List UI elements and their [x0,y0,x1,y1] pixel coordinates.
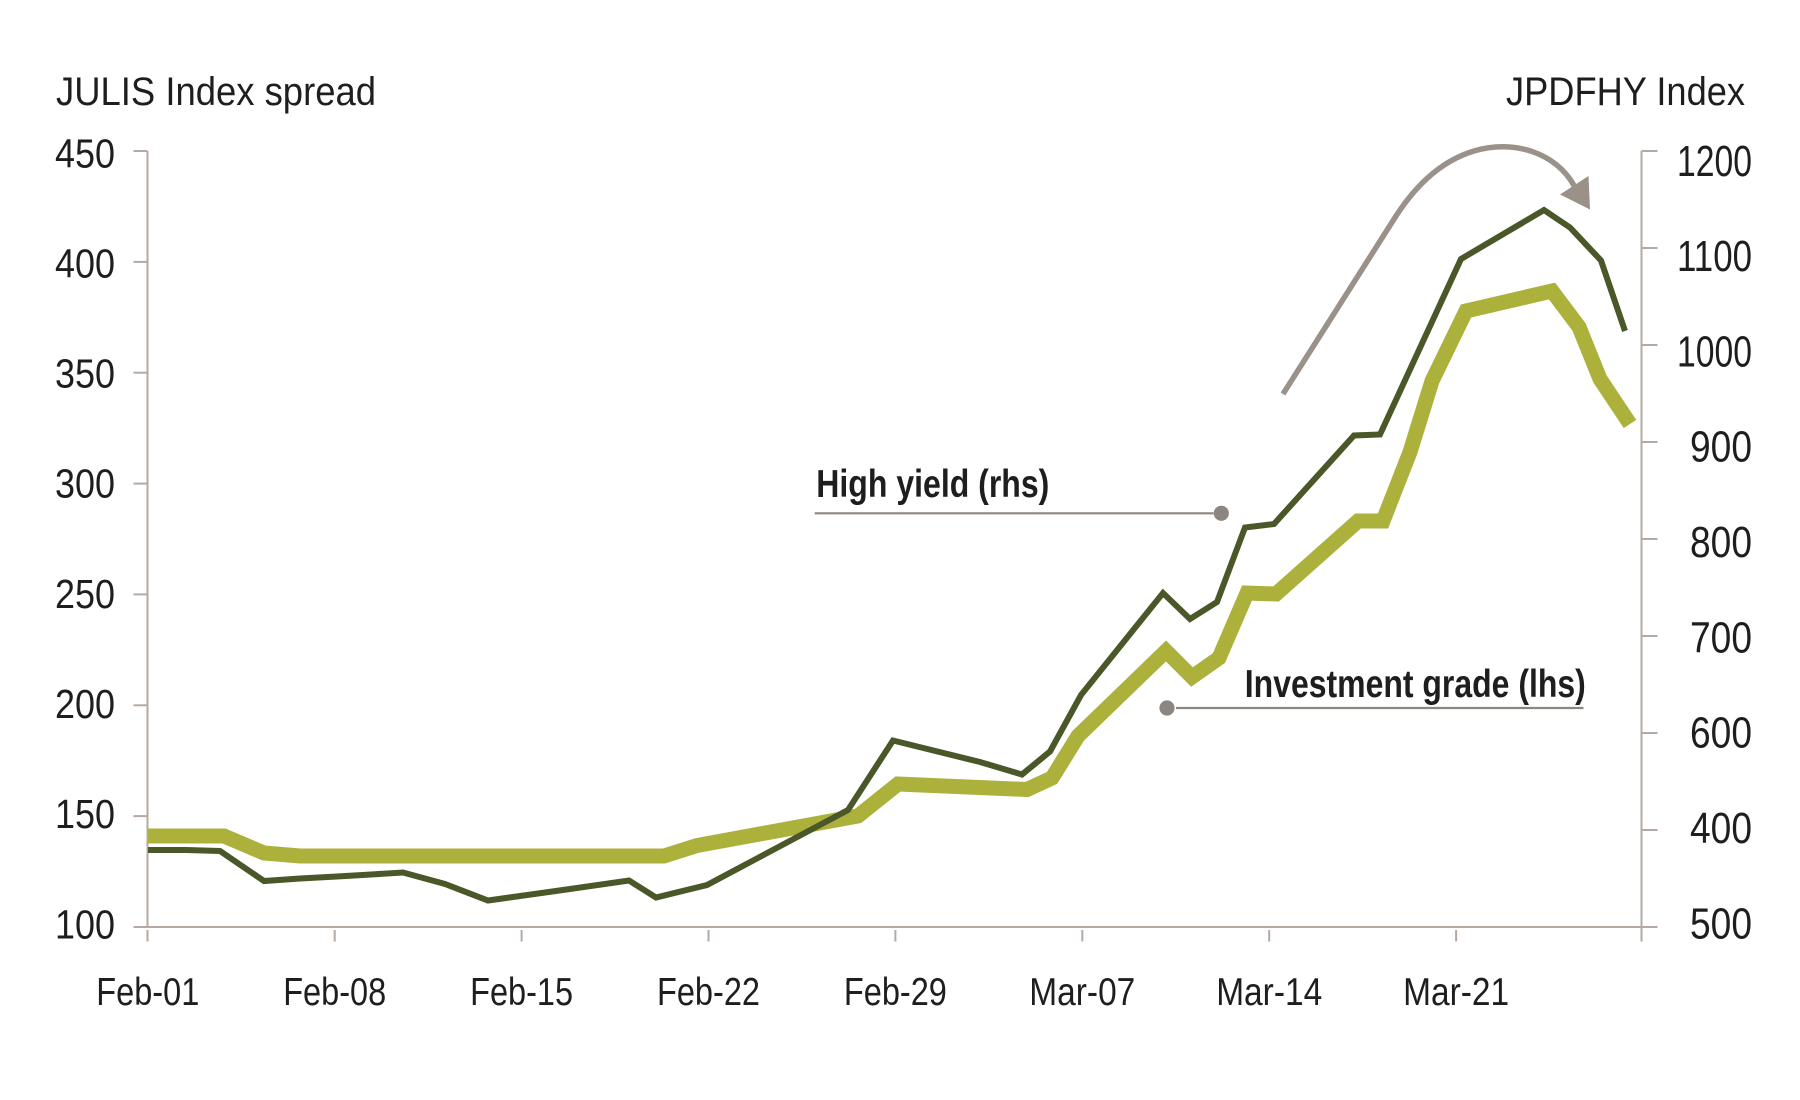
svg-text:Feb-01: Feb-01 [96,971,199,1014]
svg-text:350: 350 [55,351,115,397]
svg-text:600: 600 [1690,709,1752,758]
svg-text:1100: 1100 [1677,232,1752,281]
svg-text:Feb-29: Feb-29 [844,971,947,1014]
svg-text:400: 400 [55,240,115,286]
svg-text:JULIS Index spread: JULIS Index spread [56,70,376,114]
svg-text:Mar-21: Mar-21 [1403,971,1509,1014]
svg-text:200: 200 [55,681,115,727]
svg-text:100: 100 [55,901,115,947]
svg-text:900: 900 [1690,423,1752,472]
svg-text:Mar-14: Mar-14 [1216,971,1322,1014]
svg-text:JPDFHY Index: JPDFHY Index [1506,70,1745,114]
svg-text:700: 700 [1690,613,1752,662]
svg-text:Feb-15: Feb-15 [470,971,573,1014]
svg-text:1000: 1000 [1677,327,1752,376]
svg-text:Feb-22: Feb-22 [657,971,760,1014]
svg-text:150: 150 [55,791,115,837]
svg-text:400: 400 [1690,804,1752,853]
svg-text:High yield (rhs): High yield (rhs) [816,463,1049,506]
svg-text:Investment grade (lhs): Investment grade (lhs) [1245,663,1586,706]
svg-text:1200: 1200 [1677,137,1752,186]
svg-text:300: 300 [55,461,115,507]
svg-text:500: 500 [1690,899,1752,948]
svg-text:800: 800 [1690,518,1752,567]
svg-text:Feb-08: Feb-08 [283,971,386,1014]
svg-text:450: 450 [55,130,115,176]
svg-text:250: 250 [55,571,115,617]
svg-text:Mar-07: Mar-07 [1029,971,1135,1014]
